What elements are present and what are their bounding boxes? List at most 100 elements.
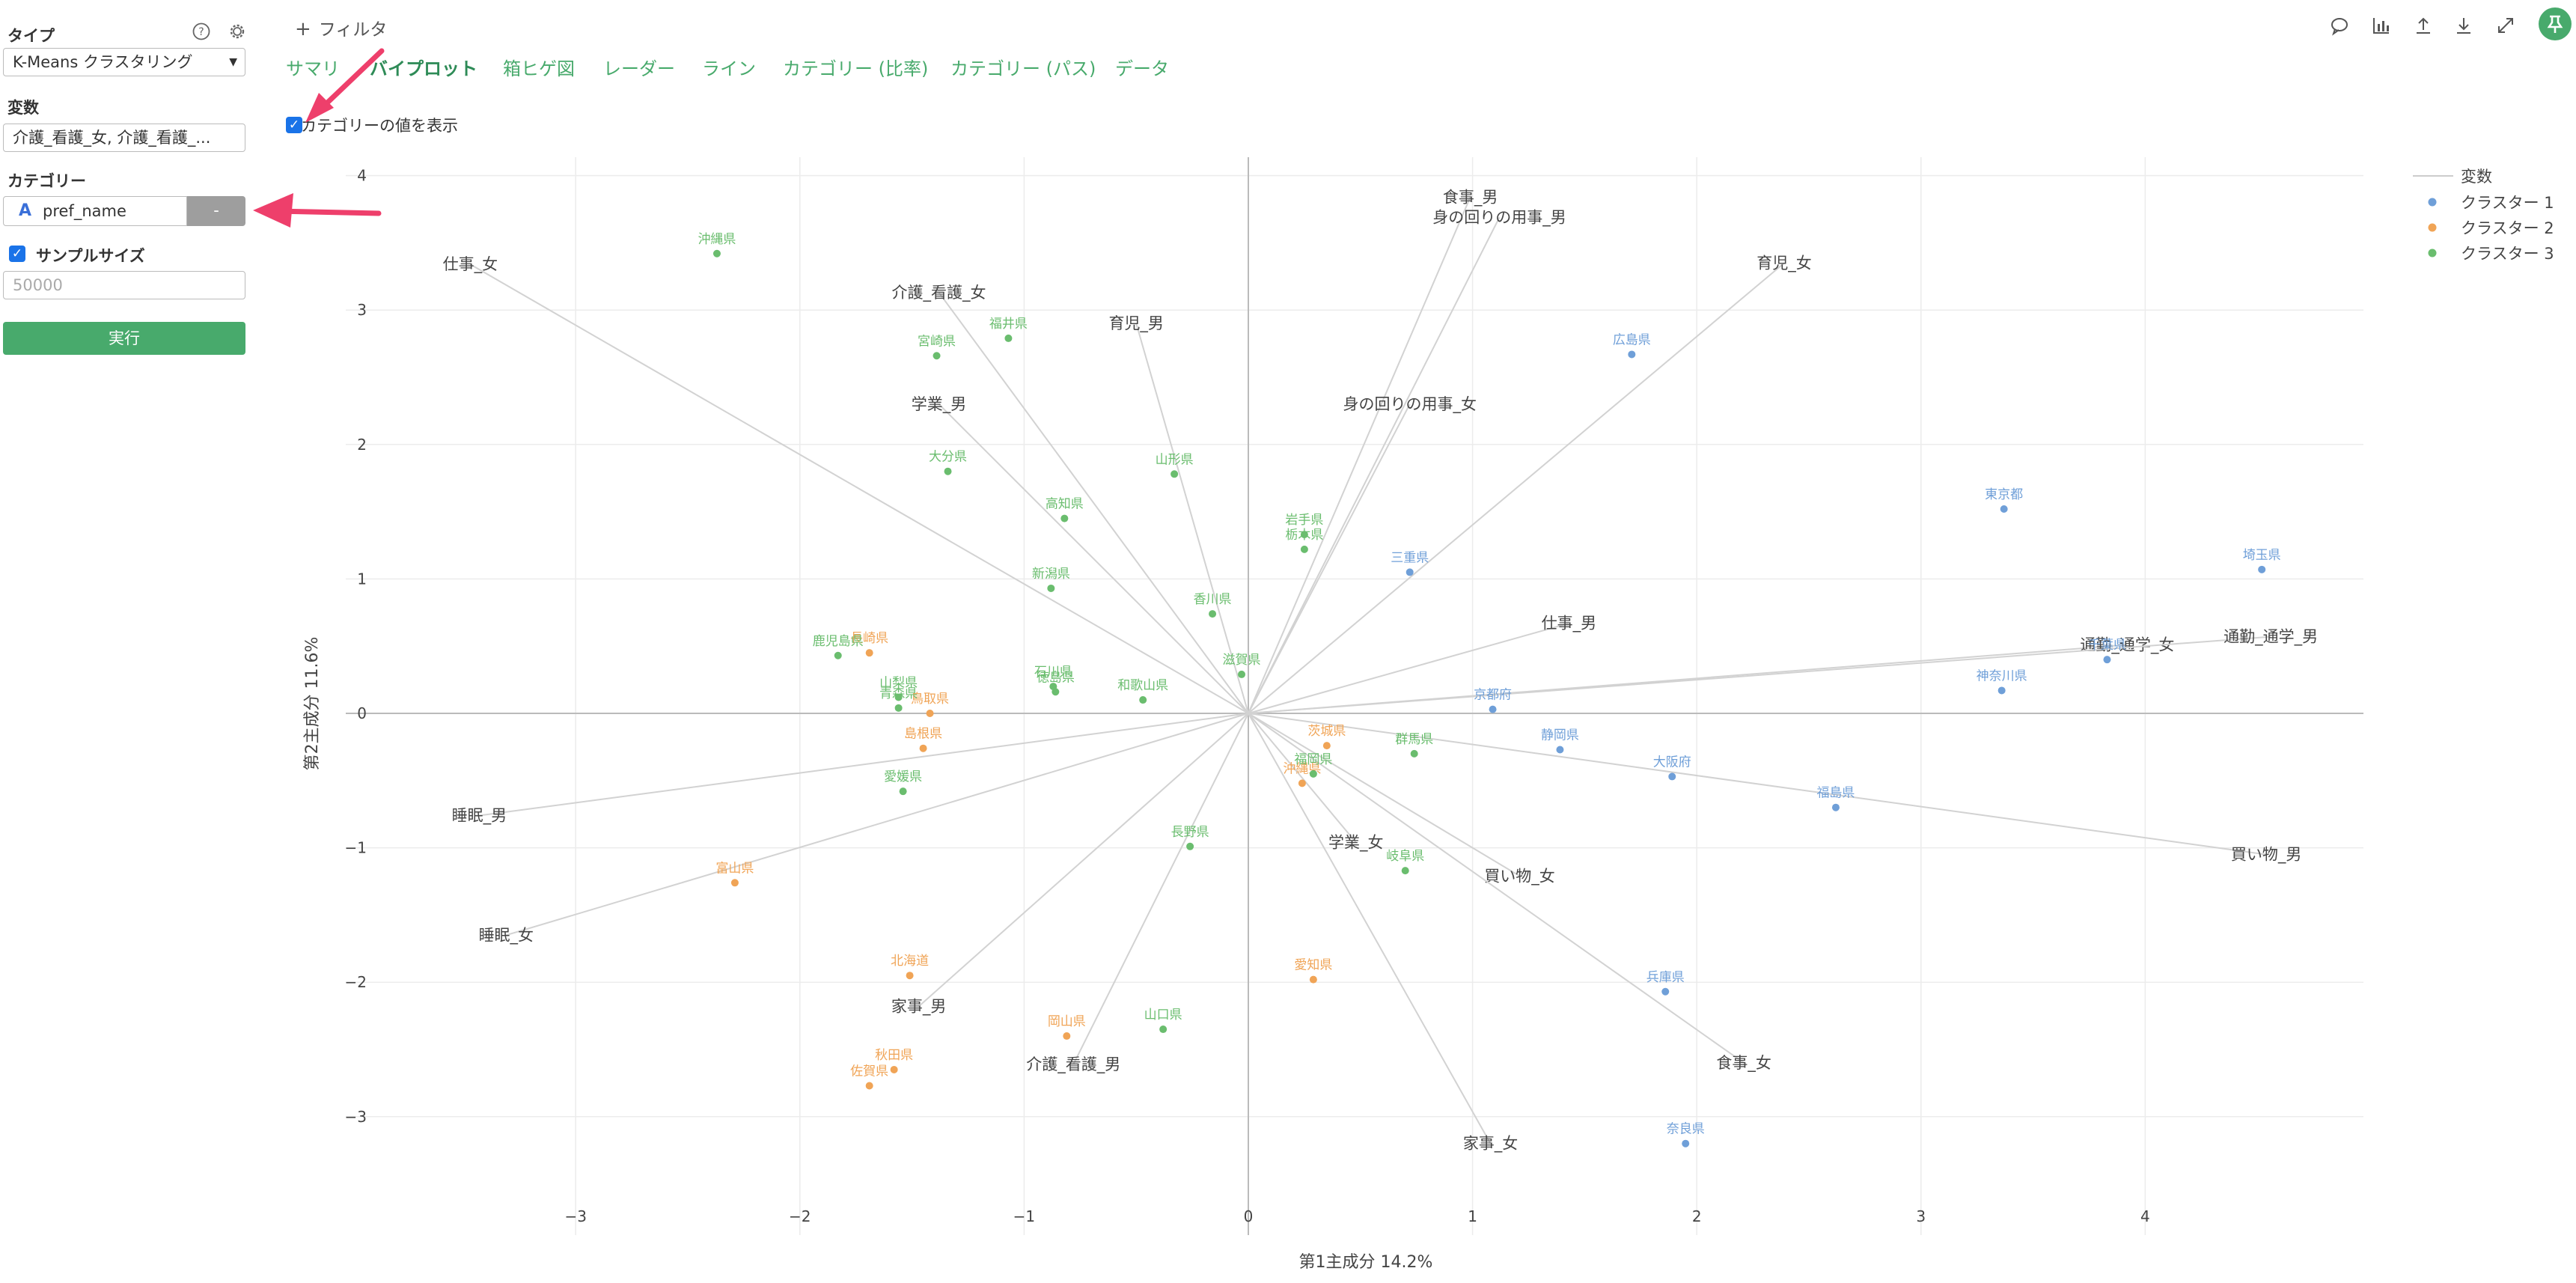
data-point[interactable]: [1052, 688, 1060, 696]
variables-field[interactable]: 介護_看護_女, 介護_看護_...: [3, 124, 245, 152]
category-field[interactable]: A pref_name: [3, 196, 187, 226]
data-point[interactable]: [1186, 842, 1194, 850]
data-point[interactable]: [1322, 742, 1331, 750]
category-row: A pref_name -: [3, 196, 245, 226]
x-tick-label: −2: [789, 1207, 811, 1225]
filter-button[interactable]: + フィルタ: [295, 15, 387, 40]
tab-category-path[interactable]: カテゴリー (パス): [950, 58, 1096, 79]
data-point[interactable]: [2000, 505, 2008, 513]
data-point[interactable]: [1300, 545, 1308, 553]
loading-line: [1248, 216, 1501, 714]
data-point[interactable]: [2103, 656, 2111, 664]
x-tick-label: 2: [1692, 1207, 1702, 1225]
data-point[interactable]: [1238, 670, 1246, 678]
point-label: 和歌山県: [1117, 678, 1168, 693]
tab-category-ratio[interactable]: カテゴリー (比率): [783, 58, 929, 79]
data-point[interactable]: [1489, 705, 1497, 713]
show-values-checkbox[interactable]: ✓: [286, 117, 302, 133]
point-label: 鳥取県: [911, 692, 949, 707]
legend-marker: [2428, 198, 2437, 207]
download-icon[interactable]: [2453, 15, 2474, 36]
data-point[interactable]: [1171, 470, 1179, 478]
point-label: 徳島県: [1037, 670, 1075, 685]
data-point[interactable]: [1159, 1026, 1168, 1034]
tab-boxplot[interactable]: 箱ヒゲ図: [503, 58, 575, 79]
point-label: 千葉県: [2088, 638, 2126, 653]
data-point[interactable]: [865, 649, 873, 657]
point-label: 秋田県: [875, 1048, 913, 1063]
data-point[interactable]: [865, 1082, 873, 1090]
sample-size-checkbox[interactable]: ✓: [9, 246, 25, 262]
data-point[interactable]: [1661, 987, 1670, 996]
data-point[interactable]: [899, 787, 907, 796]
data-point[interactable]: [926, 710, 934, 717]
expand-icon[interactable]: [2495, 15, 2516, 36]
data-point[interactable]: [1309, 975, 1317, 984]
data-point[interactable]: [1831, 803, 1840, 811]
comment-icon[interactable]: [2329, 15, 2350, 36]
y-tick-label: −1: [345, 839, 367, 857]
data-point[interactable]: [1060, 514, 1069, 522]
data-point[interactable]: [1063, 1032, 1071, 1040]
y-tick-label: 4: [357, 167, 367, 185]
data-point[interactable]: [933, 352, 941, 360]
data-point[interactable]: [1628, 350, 1636, 359]
type-select[interactable]: K-Means クラスタリング ▼: [3, 48, 245, 76]
pin-button[interactable]: [2539, 7, 2572, 40]
point-label: 長野県: [1171, 825, 1209, 840]
legend-item-label: クラスター 3: [2461, 245, 2554, 263]
data-point[interactable]: [944, 467, 952, 475]
data-point[interactable]: [1047, 584, 1055, 592]
data-point[interactable]: [1410, 749, 1418, 758]
gear-icon[interactable]: [228, 22, 247, 41]
data-point[interactable]: [1300, 531, 1308, 539]
type-label: タイプ: [7, 27, 55, 45]
data-point[interactable]: [1209, 610, 1217, 618]
data-point[interactable]: [1405, 568, 1414, 576]
data-point[interactable]: [1004, 334, 1013, 342]
tab-line[interactable]: ライン: [702, 58, 756, 79]
legend-item-label: クラスター 1: [2461, 194, 2554, 212]
data-point[interactable]: [919, 744, 927, 752]
data-point[interactable]: [894, 704, 903, 712]
sample-size-input[interactable]: 50000: [3, 271, 245, 299]
loading-line: [938, 403, 1249, 714]
loading-label: 食事_男: [1443, 188, 1498, 207]
loading-line: [1248, 636, 2271, 714]
data-point[interactable]: [1309, 770, 1317, 778]
grid-lines: [346, 157, 2363, 1235]
data-point[interactable]: [712, 249, 721, 257]
data-point[interactable]: [1401, 867, 1409, 875]
point-label: 栃木県: [1285, 528, 1323, 543]
chart-icon[interactable]: [2371, 15, 2392, 36]
tab-data[interactable]: データ: [1115, 58, 1169, 79]
point-label: 奈良県: [1667, 1122, 1705, 1137]
data-point[interactable]: [730, 879, 739, 887]
data-point[interactable]: [906, 972, 914, 980]
data-point[interactable]: [1682, 1139, 1690, 1148]
loading-line: [1248, 713, 1357, 844]
data-point[interactable]: [1997, 686, 2006, 695]
help-icon[interactable]: ?: [192, 22, 211, 41]
data-point[interactable]: [1556, 746, 1564, 754]
loading-line: [1248, 713, 1745, 1064]
data-point[interactable]: [1139, 696, 1147, 704]
point-label: 沖縄県: [698, 232, 736, 247]
y-tick-label: 1: [357, 570, 367, 588]
tab-biplot[interactable]: バイプロット: [370, 58, 477, 79]
data-point[interactable]: [834, 651, 842, 659]
data-point[interactable]: [1298, 779, 1306, 787]
upload-icon[interactable]: [2413, 15, 2434, 36]
run-button[interactable]: 実行: [3, 322, 245, 355]
point-label: 富山県: [715, 861, 754, 876]
point-label: 静岡県: [1541, 728, 1579, 743]
category-remove-button[interactable]: -: [187, 196, 245, 226]
data-point[interactable]: [894, 693, 903, 701]
loading-line: [1248, 713, 1521, 877]
data-point[interactable]: [1668, 772, 1676, 781]
tab-radar[interactable]: レーダー: [603, 58, 675, 79]
data-point[interactable]: [2258, 565, 2266, 573]
y-axis-label: 第2主成分 11.6%: [303, 637, 322, 771]
data-point[interactable]: [890, 1065, 898, 1073]
